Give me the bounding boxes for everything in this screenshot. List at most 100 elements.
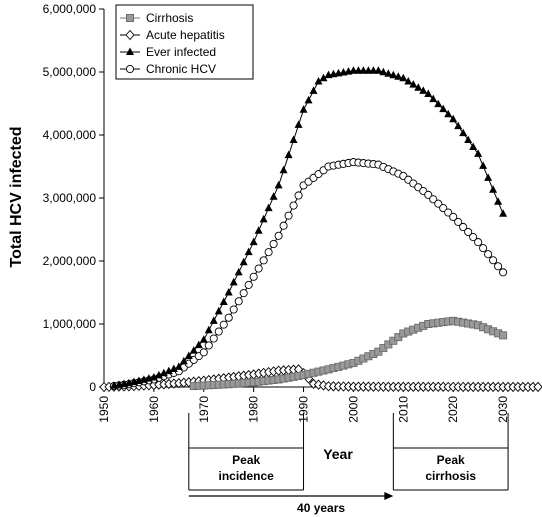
data-point-ever-infected [209, 316, 218, 324]
data-point-ever-infected [429, 94, 438, 103]
x-tick-label: 1980 [247, 396, 261, 423]
legend-item-chronic-hcv: Chronic HCV [120, 62, 216, 76]
data-point-ever-infected [214, 306, 223, 315]
data-point-chronic-hcv [214, 327, 223, 336]
y-axis-label: Total HCV infected [8, 126, 25, 267]
data-point-ever-infected [489, 185, 498, 193]
data-point-ever-infected [169, 364, 178, 372]
legend-label: Acute hepatitis [146, 28, 225, 42]
data-point-ever-infected [224, 288, 233, 296]
y-tick-label: 4,000,000 [43, 128, 97, 142]
data-point-chronic-hcv [224, 313, 233, 322]
data-point-ever-infected [304, 95, 313, 104]
data-point-ever-infected [159, 368, 168, 377]
data-point-ever-infected [469, 142, 478, 150]
legend-item-ever-infected: Ever infected [120, 45, 216, 59]
data-point-ever-infected [284, 150, 293, 159]
data-point-chronic-hcv [199, 348, 208, 357]
data-point-chronic-hcv [459, 222, 468, 232]
data-point-chronic-hcv [254, 264, 263, 273]
data-point-ever-infected [269, 192, 278, 200]
data-point-ever-infected [204, 325, 213, 334]
legend-label: Chronic HCV [146, 62, 216, 76]
x-tick-label: 1950 [97, 396, 111, 423]
data-point-ever-infected [149, 373, 158, 381]
legend-marker-chronic-hcv [125, 64, 135, 74]
data-point-ever-infected [384, 69, 393, 77]
legend: Cirrhosis Acute hepatitis Ever infected Chr… [115, 4, 254, 80]
y-tick-label: 6,000,000 [43, 2, 97, 16]
data-point-ever-infected [474, 149, 483, 157]
data-point-ever-infected [484, 173, 493, 181]
legend-item-cirrhosis: Cirrhosis [120, 11, 193, 25]
data-point-chronic-hcv [454, 217, 463, 226]
series-chronic-hcv [109, 158, 508, 391]
data-point-ever-infected [254, 226, 263, 234]
legend-box [115, 4, 254, 80]
data-point-chronic-hcv [444, 208, 453, 217]
data-point-ever-infected [444, 109, 453, 118]
series-cirrhosis [189, 316, 508, 391]
duration-label: 40 years [297, 501, 345, 515]
data-point-ever-infected [259, 214, 268, 223]
data-point-chronic-hcv [469, 233, 478, 242]
data-point-ever-infected [194, 340, 203, 349]
data-point-ever-infected [414, 83, 423, 91]
legend-marker-acute-hepatitis [125, 29, 135, 41]
data-point-ever-infected [239, 257, 248, 266]
data-point-chronic-hcv [274, 231, 283, 240]
data-point-ever-infected [404, 76, 413, 85]
duration-arrow-head [384, 492, 394, 500]
x-axis-label: Year [323, 446, 353, 462]
data-point-chronic-hcv [424, 190, 433, 199]
data-point-chronic-hcv [219, 320, 228, 329]
series-ever-infected [109, 66, 508, 389]
data-point-ever-infected [294, 120, 303, 128]
data-point-ever-infected [479, 161, 488, 169]
x-tick-label: 2020 [446, 396, 460, 423]
data-point-ever-infected [179, 356, 188, 365]
data-point-ever-infected [264, 203, 273, 212]
data-point-chronic-hcv [464, 227, 473, 237]
x-tick-label: 2000 [346, 396, 360, 423]
x-tick-label: 2010 [396, 396, 410, 423]
data-point-ever-infected [449, 114, 458, 123]
data-point-ever-infected [389, 70, 398, 79]
data-point-ever-infected [279, 165, 288, 174]
x-tick-label: 1990 [297, 396, 311, 423]
data-point-chronic-hcv [209, 334, 218, 343]
data-point-ever-infected [379, 67, 388, 76]
y-tick-label: 2,000,000 [43, 254, 97, 268]
data-point-chronic-hcv [234, 297, 243, 306]
data-point-ever-infected [234, 267, 243, 276]
data-point-ever-infected [394, 72, 403, 80]
data-point-acute-hepatitis [533, 381, 542, 393]
data-point-ever-infected [219, 297, 228, 305]
series-acute-hepatitis [99, 364, 542, 393]
annotations: Peak incidence Peak cirrhosis 40 years [188, 413, 509, 515]
data-point-chronic-hcv [249, 272, 258, 281]
series-line-ever-infected [113, 70, 504, 387]
data-point-ever-infected [249, 237, 258, 246]
data-point-ever-infected [184, 351, 193, 360]
data-point-ever-infected [199, 335, 208, 343]
data-point-chronic-hcv [499, 268, 508, 277]
data-point-ever-infected [309, 86, 318, 94]
legend-label: Cirrhosis [146, 11, 193, 25]
data-point-chronic-hcv [474, 238, 483, 247]
data-point-ever-infected [299, 105, 308, 113]
y-tick-label: 3,000,000 [43, 191, 97, 205]
peak-cirrhosis-label: Peak cirrhosis [425, 453, 476, 483]
data-point-chronic-hcv [269, 239, 278, 249]
plot-area [99, 66, 542, 393]
data-point-chronic-hcv [494, 262, 503, 271]
data-point-ever-infected [459, 128, 468, 137]
data-point-ever-infected [424, 89, 433, 98]
data-point-chronic-hcv [244, 280, 253, 289]
data-point-ever-infected [314, 76, 323, 85]
data-point-ever-infected [289, 135, 298, 144]
data-point-ever-infected [319, 73, 328, 82]
data-point-ever-infected [244, 247, 253, 256]
data-point-ever-infected [499, 209, 508, 217]
data-point-ever-infected [229, 277, 238, 286]
